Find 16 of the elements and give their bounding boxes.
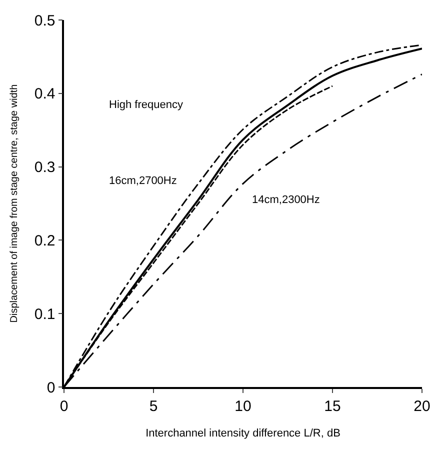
annotation: 16cm,2700Hz — [109, 175, 177, 187]
y-tick-label: 0.2 — [34, 232, 56, 250]
x-axis-title: Interchannel intensity difference L/R, dB — [146, 427, 340, 440]
y-axis-title: Displacement of image from stage centre, stage width — [8, 84, 20, 323]
annotation: High frequency — [109, 99, 184, 111]
y-tick-label: 0.3 — [34, 159, 56, 176]
x-tick-label: 5 — [149, 398, 158, 415]
annotation: 14cm,2300Hz — [252, 194, 320, 206]
y-tick-label: 0.4 — [34, 86, 56, 103]
x-tick-label: 15 — [324, 398, 341, 415]
x-tick-label: 10 — [234, 398, 252, 415]
x-tick-label: 20 — [414, 398, 430, 415]
y-tick-label: 0.5 — [34, 12, 56, 30]
y-tick-label: 0 — [46, 379, 56, 396]
y-tick-label: 0.1 — [34, 306, 56, 323]
x-tick-label: 0 — [60, 398, 68, 415]
